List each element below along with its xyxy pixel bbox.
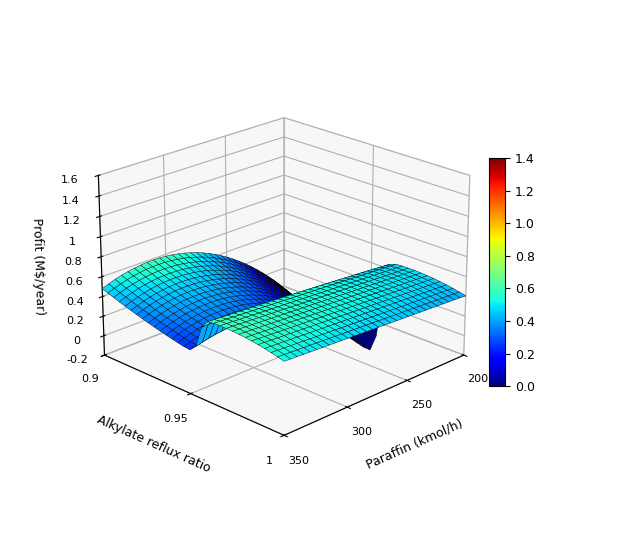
X-axis label: Paraffin (kmol/h): Paraffin (kmol/h) — [364, 417, 465, 471]
Y-axis label: Alkylate reflux ratio: Alkylate reflux ratio — [95, 413, 212, 475]
